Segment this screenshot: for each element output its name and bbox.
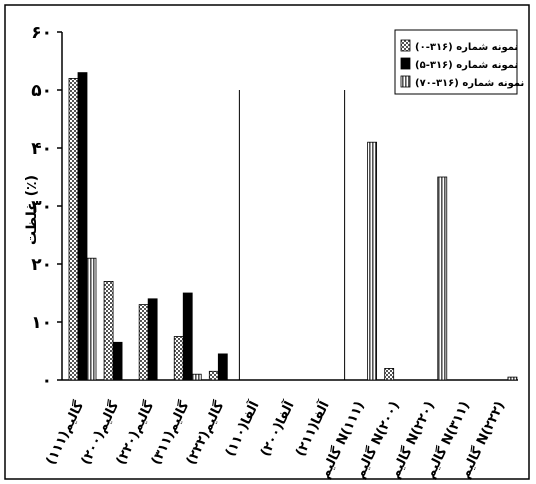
legend-swatch bbox=[400, 57, 411, 70]
bar bbox=[217, 353, 228, 381]
legend-swatch bbox=[400, 39, 411, 52]
bar bbox=[103, 280, 114, 381]
y-tick-label: ۶۰ bbox=[31, 23, 52, 43]
bar bbox=[173, 336, 184, 381]
bar bbox=[182, 292, 193, 381]
bar bbox=[191, 373, 202, 381]
bar bbox=[147, 298, 158, 381]
legend: نمونه شماره (۳۱۶-۰) نمونه شماره (۳۱۶-۵) نم… bbox=[394, 29, 524, 95]
legend-box bbox=[394, 29, 518, 95]
bar bbox=[437, 176, 448, 381]
legend-label: نمونه شماره (۳۱۶-۵) bbox=[415, 60, 518, 71]
y-tick-label: ۱۰ bbox=[31, 313, 52, 333]
bar bbox=[68, 78, 79, 381]
bar bbox=[367, 141, 378, 381]
legend-label: نمونه شماره (۳۱۶-۰) bbox=[415, 42, 518, 53]
bar bbox=[507, 376, 518, 381]
legend-swatch bbox=[400, 75, 411, 88]
bar bbox=[86, 257, 97, 381]
bar bbox=[384, 367, 395, 381]
bar bbox=[138, 304, 149, 381]
bar bbox=[77, 72, 88, 381]
y-tick-label: ۴۰ bbox=[31, 139, 52, 159]
legend-label: نمونه شماره (۳۱۶-۷۰) bbox=[415, 78, 524, 89]
bar bbox=[112, 341, 123, 381]
y-tick-label: ۳۰ bbox=[31, 197, 52, 217]
y-tick-label: ۰ bbox=[42, 371, 52, 391]
bar bbox=[208, 370, 219, 381]
y-tick-label: ۵۰ bbox=[31, 81, 52, 101]
y-axis-title: غلظت (٪) bbox=[24, 175, 40, 245]
y-tick-label: ۲۰ bbox=[31, 255, 52, 275]
